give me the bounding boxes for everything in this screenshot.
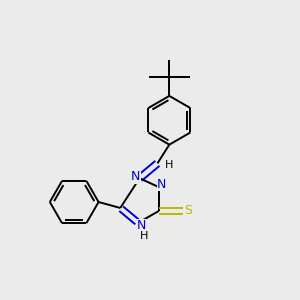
Text: N: N — [131, 170, 140, 183]
Text: S: S — [184, 204, 192, 218]
Text: N: N — [136, 219, 146, 232]
Text: H: H — [165, 160, 173, 170]
Text: H: H — [140, 231, 148, 241]
Text: N: N — [157, 178, 167, 191]
